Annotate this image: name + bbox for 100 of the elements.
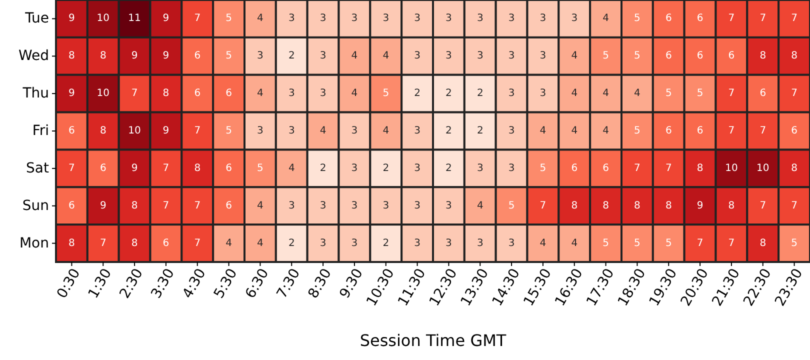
- data-label: 5: [382, 88, 390, 100]
- data-label: 3: [414, 126, 420, 136]
- data-label: 3: [446, 50, 452, 62]
- data-label: 8: [760, 50, 766, 62]
- data-label: 9: [68, 13, 75, 24]
- data-label: 8: [728, 200, 735, 212]
- data-label: 10: [96, 88, 110, 100]
- data-label: 5: [602, 50, 609, 62]
- data-label: 4: [602, 88, 609, 100]
- data-label: 6: [226, 162, 232, 174]
- data-label: 7: [791, 200, 798, 212]
- data-label: 8: [696, 162, 704, 174]
- data-label: 7: [68, 162, 75, 174]
- data-label: 8: [634, 200, 640, 212]
- data-label: 3: [320, 50, 326, 62]
- data-label: 4: [571, 88, 578, 100]
- data-label: 3: [288, 88, 295, 100]
- data-label: 4: [571, 238, 578, 249]
- data-label: 3: [540, 88, 546, 100]
- data-label: 4: [320, 126, 326, 136]
- data-label: 8: [602, 200, 609, 212]
- data-label: 7: [791, 13, 798, 24]
- data-label: 6: [696, 13, 704, 24]
- data-label: 3: [414, 13, 420, 24]
- data-label: 5: [634, 13, 640, 24]
- data-label: 2: [446, 88, 452, 100]
- data-label: 3: [257, 126, 264, 136]
- data-label: 5: [665, 238, 672, 249]
- data-label: 10: [96, 13, 110, 24]
- data-label: 8: [162, 88, 170, 100]
- data-label: 3: [508, 238, 515, 249]
- data-label: 4: [382, 50, 390, 62]
- data-label: 4: [540, 238, 546, 249]
- data-label: 4: [257, 13, 264, 24]
- data-label: 3: [288, 13, 295, 24]
- data-label: 3: [382, 200, 390, 212]
- data-label: 3: [446, 13, 452, 24]
- data-label: 9: [696, 200, 704, 212]
- y-tick-label: Tue: [24, 10, 49, 27]
- data-label: 2: [476, 88, 484, 100]
- data-label: 9: [162, 13, 170, 24]
- data-label: 7: [194, 13, 201, 24]
- data-label: 4: [257, 200, 264, 212]
- data-label: 5: [257, 162, 264, 174]
- data-label: 5: [226, 126, 232, 136]
- data-label: 6: [226, 88, 232, 100]
- data-label: 8: [131, 200, 138, 212]
- data-label: 7: [131, 88, 138, 100]
- data-label: 6: [226, 200, 232, 212]
- data-label: 5: [665, 88, 672, 100]
- data-label: 6: [602, 162, 609, 174]
- data-label: 7: [100, 238, 106, 249]
- data-label: 2: [382, 162, 390, 174]
- data-label: 8: [194, 162, 201, 174]
- data-label: 10: [128, 126, 141, 136]
- data-label: 2: [320, 162, 326, 174]
- data-label: 3: [414, 162, 420, 174]
- data-label: 3: [476, 50, 484, 62]
- data-label: 9: [100, 200, 106, 212]
- data-label: 3: [414, 200, 420, 212]
- y-tick-label: Sun: [22, 198, 49, 214]
- data-label: 8: [760, 238, 766, 249]
- data-label: 8: [791, 50, 798, 62]
- data-label: 7: [162, 162, 170, 174]
- data-label: 8: [665, 200, 672, 212]
- data-label: 2: [446, 162, 452, 174]
- data-label: 6: [665, 50, 672, 62]
- data-label: 5: [540, 162, 546, 174]
- data-label: 3: [571, 13, 578, 24]
- data-label: 7: [540, 200, 546, 212]
- data-label: 3: [540, 13, 546, 24]
- data-label: 3: [508, 13, 515, 24]
- data-label: 7: [728, 126, 735, 136]
- data-label: 6: [571, 162, 578, 174]
- data-label: 5: [226, 13, 232, 24]
- data-label: 5: [791, 238, 798, 249]
- data-label: 7: [665, 162, 672, 174]
- data-label: 8: [131, 238, 138, 249]
- data-label: 2: [288, 50, 295, 62]
- data-label: 2: [476, 126, 484, 136]
- data-label: 4: [602, 13, 609, 24]
- data-label: 3: [508, 88, 515, 100]
- data-label: 6: [665, 13, 672, 24]
- data-label: 3: [476, 238, 484, 249]
- y-tick-label: Fri: [32, 123, 49, 139]
- data-label: 3: [288, 200, 295, 212]
- data-label: 7: [728, 88, 735, 100]
- data-label: 4: [540, 126, 546, 136]
- data-label: 5: [634, 50, 640, 62]
- data-label: 7: [634, 162, 640, 174]
- data-label: 6: [194, 50, 201, 62]
- x-axis-title: Session Time GMT: [360, 331, 506, 350]
- data-label: 3: [540, 50, 546, 62]
- data-label: 2: [414, 88, 420, 100]
- y-tick-label: Mon: [19, 235, 49, 252]
- data-label: 7: [194, 200, 201, 212]
- data-label: 7: [162, 200, 170, 212]
- data-label: 11: [128, 13, 141, 24]
- data-label: 3: [414, 238, 420, 249]
- data-label: 3: [382, 13, 390, 24]
